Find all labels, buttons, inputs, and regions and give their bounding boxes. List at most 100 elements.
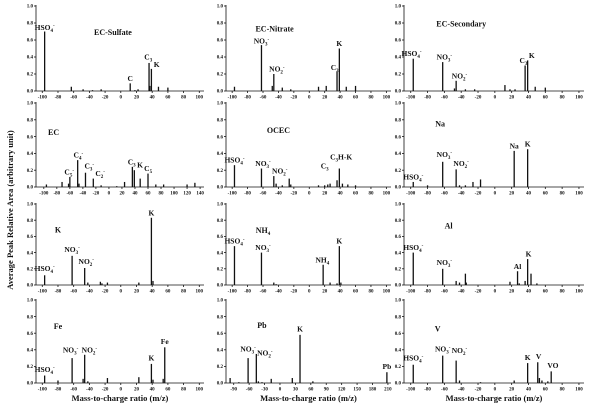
y-tick-label: 0.2 <box>217 169 224 174</box>
x-tick-label: -40 <box>86 290 93 295</box>
peak-label-superscript: - <box>422 355 424 360</box>
panel-na: 0.00.20.40.60.81.0-100 -80 -60 -40 -20 0 20 40 6… <box>395 102 584 197</box>
x-tick-label: -100 <box>406 192 416 197</box>
y-tick-label: 1.0 <box>217 5 224 10</box>
peak-label: C3 <box>519 56 527 67</box>
peak-label-superscript: - <box>283 65 285 70</box>
peak-label-subscript: 5 <box>70 173 73 178</box>
y-tick-label: 0.4 <box>395 56 402 61</box>
x-tick-label: -100 <box>39 192 49 197</box>
panel-title: Pb <box>257 321 267 330</box>
x-tick-label: -60 <box>441 290 448 295</box>
y-tick-label: 1.0 <box>395 102 402 107</box>
peak-label-text: NO <box>437 258 448 267</box>
x-tick-label: -90 <box>230 388 237 393</box>
panel-pb: 0.0 0.2 0.4 0.6 0.8 1.0 -90 -60 -30 0 30 60 90 120 150… <box>217 299 392 403</box>
y-tick-label: 1.0 <box>395 299 402 304</box>
x-tick-label: -60 <box>260 96 267 101</box>
peak-label-text: VO <box>547 361 558 370</box>
y-tick-label: 0.6 <box>217 235 224 240</box>
peak-label-subscript: 3 <box>446 350 449 355</box>
panel-title-text: K <box>55 225 62 234</box>
x-tick-label: 0 <box>494 388 497 393</box>
x-tick-label: -100 <box>228 192 238 197</box>
x-tick-label: 40 <box>526 192 532 197</box>
peak-label-text: NO <box>257 349 268 358</box>
peak-label-subscript: 3 <box>133 163 136 168</box>
panel-title-text: Pb <box>257 321 267 330</box>
panel-title: Al <box>445 221 454 230</box>
y-tick-label: 1.0 <box>217 299 224 304</box>
y-tick-label: 0.8 <box>27 119 34 124</box>
peak-label-text: NO <box>269 64 280 73</box>
peak-label-subscript: 3 <box>448 156 451 161</box>
y-tick-label: 0.8 <box>395 315 402 320</box>
y-tick-label: 1.0 <box>27 299 34 304</box>
x-tick-label: -60 <box>441 192 448 197</box>
x-tick-label: -80 <box>244 290 251 295</box>
y-tick-label: 0.0 <box>217 284 224 289</box>
peak-label: NO2- <box>82 345 98 356</box>
peak-label: VO <box>547 361 558 370</box>
panel-title: EC <box>48 128 59 137</box>
peak-label: K <box>297 325 303 334</box>
peak-label-superscript: - <box>92 163 94 168</box>
peak-label-subscript: 3 <box>150 59 153 64</box>
x-tick-label: 100 <box>575 96 583 101</box>
y-tick-label: 0.8 <box>217 219 224 224</box>
peak-label-text: K <box>137 161 143 170</box>
peak-label-subscript: 4 <box>419 360 422 365</box>
x-tick-label: 100 <box>383 96 391 101</box>
x-tick-label: 0 <box>120 388 123 393</box>
peak-label: C3 <box>321 162 329 173</box>
x-tick-label: -100 <box>406 96 416 101</box>
peak-label: NO3- <box>255 159 271 170</box>
peak-label: NO3- <box>435 344 451 355</box>
peak-label: NO3- <box>437 258 453 269</box>
x-axis-label: Mass-to-charge ratio (m/z) <box>72 393 169 403</box>
x-tick-label: 0 <box>308 192 311 197</box>
peak-label-superscript: - <box>254 345 256 350</box>
y-tick-label: 0.4 <box>395 152 402 157</box>
peak-label-superscript: - <box>450 54 452 59</box>
peak-label-superscript: - <box>92 258 94 263</box>
x-tick-label: 100 <box>575 388 583 393</box>
x-tick-label: 120 <box>183 192 191 197</box>
y-tick-label: 0.2 <box>27 73 34 78</box>
peak-label: C3 <box>144 53 152 64</box>
y-tick-label: 1.0 <box>395 5 402 10</box>
x-tick-label: -60 <box>70 388 77 393</box>
y-tick-label: 0.2 <box>395 169 402 174</box>
x-tick-label: -100 <box>38 96 48 101</box>
y-tick-label: 0.6 <box>395 235 402 240</box>
peak-label-text: NO <box>453 159 464 168</box>
x-tick-label: 100 <box>196 290 204 295</box>
y-tick-label: 0.6 <box>217 332 224 337</box>
x-tick-label: -20 <box>102 290 109 295</box>
peak-label-text: K <box>525 140 531 149</box>
peak-label-text: HSO <box>402 49 418 58</box>
peak-label-subscript: 4 <box>79 157 82 162</box>
x-tick-label: -60 <box>246 388 253 393</box>
panel-ec-sulfate: 0.00.20.40.60.81.0-100 -80 -60 -40 -20 0 20 40 6… <box>27 5 204 101</box>
x-tick-label: 40 <box>150 388 156 393</box>
peak-label-text: C <box>144 53 149 62</box>
peak-label: NO2- <box>272 167 288 178</box>
x-tick-label: -40 <box>86 388 93 393</box>
panel-title: Na <box>435 120 445 129</box>
x-tick-label: 80 <box>181 388 187 393</box>
x-tick-label: 0 <box>308 290 311 295</box>
x-tick-label: 60 <box>165 388 171 393</box>
peak-label-text: C <box>321 162 326 171</box>
x-tick-label: 30 <box>293 388 299 393</box>
peak-label-text: C <box>95 169 100 178</box>
peak-label-subscript: 3 <box>448 59 451 64</box>
peak-label: C4- <box>74 151 84 162</box>
x-tick-label: 0 <box>108 192 111 197</box>
x-tick-label: 80 <box>159 192 165 197</box>
y-tick-label: 0.4 <box>217 152 224 157</box>
peak-label-subscript: 3 <box>267 249 270 254</box>
x-tick-label: 60 <box>353 192 359 197</box>
y-tick-label: 0.2 <box>27 365 34 370</box>
